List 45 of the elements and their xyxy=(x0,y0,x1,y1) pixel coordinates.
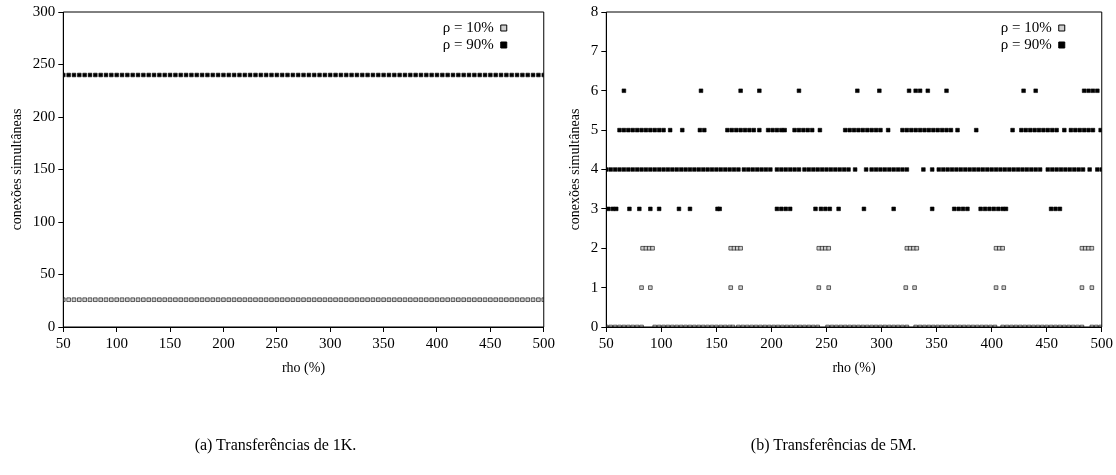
y-tick-label: 0 xyxy=(590,317,599,334)
y-tick-label: 1 xyxy=(590,278,599,295)
y-axis-title: conexões simultâneas xyxy=(9,108,25,231)
x-tick-label: 400 xyxy=(425,334,449,351)
y-tick-label: 250 xyxy=(32,55,56,72)
x-tick-label: 300 xyxy=(870,334,893,351)
legend-label: ρ = 90% xyxy=(1000,35,1052,52)
x-tick-label: 300 xyxy=(318,334,342,351)
y-tick-label: 0 xyxy=(47,317,56,334)
x-tick-label: 50 xyxy=(55,334,71,351)
x-tick-label: 400 xyxy=(980,334,1003,351)
x-tick-label: 250 xyxy=(815,334,838,351)
x-tick-label: 500 xyxy=(532,334,555,351)
y-tick-label: 300 xyxy=(32,2,56,19)
legend-label: ρ = 10% xyxy=(442,18,494,35)
x-tick-label: 200 xyxy=(760,334,783,351)
x-tick-label: 450 xyxy=(1035,334,1058,351)
y-tick-label: 8 xyxy=(590,2,599,19)
x-tick-label: 450 xyxy=(479,334,502,351)
y-tick-label: 150 xyxy=(32,160,56,177)
y-tick-label: 6 xyxy=(590,81,599,98)
text: (a) Transferências de 1K. xyxy=(194,435,357,454)
legend-label: ρ = 90% xyxy=(442,35,494,52)
y-tick-label: 3 xyxy=(590,199,599,216)
x-axis-title: rho (%) xyxy=(832,360,876,377)
x-tick-label: 250 xyxy=(265,334,289,351)
text: (b) Transferências de 5M. xyxy=(750,435,917,454)
x-tick-label: 500 xyxy=(1090,334,1113,351)
y-tick-label: 2 xyxy=(590,239,599,256)
y-tick-label: 100 xyxy=(32,212,56,229)
y-tick-label: 7 xyxy=(590,42,599,59)
x-tick-label: 350 xyxy=(925,334,948,351)
x-axis-title: rho (%) xyxy=(281,360,326,377)
y-tick-label: 4 xyxy=(590,160,599,177)
x-tick-label: 200 xyxy=(212,334,235,351)
x-tick-label: 350 xyxy=(372,334,395,351)
legend-label: ρ = 10% xyxy=(1000,18,1052,35)
x-tick-label: 100 xyxy=(650,334,673,351)
y-axis-title: conexões simultâneas xyxy=(567,108,583,231)
y-tick-label: 50 xyxy=(40,265,56,282)
y-tick-label: 200 xyxy=(32,107,56,124)
x-tick-label: 150 xyxy=(158,334,182,351)
y-tick-label: 5 xyxy=(590,121,599,138)
x-tick-label: 150 xyxy=(705,334,728,351)
x-tick-label: 100 xyxy=(105,334,128,351)
